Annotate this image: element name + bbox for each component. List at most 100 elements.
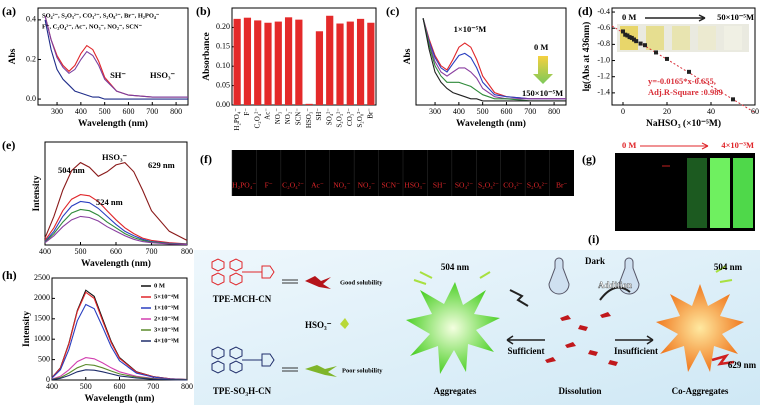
y-axis-label: lg(Abs at 436nm) — [581, 22, 592, 92]
annotation: SO₄²⁻, S₂O₃²⁻, CO₃²⁻, S₂O₈²⁻, Br⁻, H₂PO₄… — [42, 12, 160, 19]
bar — [305, 103, 313, 105]
x-tick-label: 800 — [181, 247, 193, 256]
y-axis-label: Absorbance — [202, 32, 212, 81]
annotation: HSO₃⁻ — [150, 70, 175, 80]
product-icon — [305, 365, 337, 377]
x-tick-label: 600 — [122, 107, 134, 116]
right-emission: 504 nm — [714, 262, 743, 272]
x-tick-label: 500 — [477, 107, 489, 116]
x-tick-label: 400 — [453, 107, 465, 116]
line — [44, 208, 188, 245]
category-label: Br⁻ — [366, 108, 374, 119]
y-tick-label: 0.00 — [216, 100, 230, 109]
f-cell-label: F⁻ — [265, 181, 273, 190]
plot-frame — [37, 7, 189, 106]
f-cell-label: S₂O₃²⁻ — [478, 181, 499, 190]
y-tick-label: 0.2 — [26, 54, 36, 63]
addition-label: Addition — [598, 280, 632, 290]
point — [687, 69, 691, 74]
sufficient-arrow — [506, 335, 545, 345]
panel-label: (g) — [582, 152, 596, 166]
panel-label: (f) — [200, 152, 212, 166]
legend-label: 5×10⁻⁴M — [154, 293, 179, 300]
probe-icon — [305, 276, 331, 289]
x-tick-label: 800 — [170, 107, 182, 116]
x-tick-label: 300 — [51, 107, 63, 116]
annotation: 524 nm — [96, 197, 123, 207]
right-emission-2: 629 nm — [728, 360, 757, 370]
annotation: SH⁻ — [110, 70, 126, 80]
annotation: y=-0.0165*x-0.655, — [648, 76, 716, 86]
category-label: Ac⁻ — [264, 108, 272, 120]
y-tick-label: 1000 — [34, 334, 50, 343]
y-tick-label: 0.20 — [216, 22, 230, 31]
insufficient-arrow — [615, 335, 654, 345]
annotation: HSO₃⁻ — [102, 152, 127, 162]
g-vial — [733, 158, 753, 228]
category-label: F⁻ — [243, 108, 251, 116]
right-state: Co-Aggregates — [672, 386, 729, 396]
bar — [233, 18, 241, 106]
x-tick-label: 600 — [110, 247, 122, 256]
y-tick-label: -1.2 — [597, 72, 610, 81]
middle-state: Dissolution — [558, 386, 601, 396]
analyte-icon — [340, 318, 349, 329]
bar — [315, 31, 324, 106]
legend-label: 1×10⁻³M — [154, 304, 179, 311]
line — [44, 161, 188, 241]
left-state: Aggregates — [434, 386, 477, 396]
line — [44, 15, 188, 98]
product-structure — [211, 346, 275, 374]
point — [629, 35, 634, 40]
x-tick-label: 800 — [181, 382, 193, 391]
f-cell-label: H₂PO₄⁻ — [232, 181, 256, 190]
annotation: 629 nm — [148, 160, 175, 170]
d-vial — [646, 26, 664, 50]
panel-label: (d) — [578, 4, 593, 18]
point — [654, 50, 658, 55]
x-tick-label: 500 — [99, 107, 111, 116]
f-cell-label: Ac⁻ — [311, 181, 324, 190]
g-end: 4×10⁻³M — [721, 140, 754, 150]
line — [44, 194, 188, 245]
sufficient-label: Sufficient — [508, 346, 545, 356]
category-label: S₂O₃²⁻ — [336, 108, 344, 128]
y-tick-label: -0.4 — [597, 7, 610, 16]
y-tick-label: 0.4 — [26, 15, 36, 24]
line — [44, 215, 188, 245]
point — [665, 56, 669, 61]
probe-structure — [211, 258, 275, 286]
point — [638, 41, 643, 46]
plot-frame — [415, 7, 567, 106]
x-tick-label: 700 — [147, 382, 159, 391]
f-cell-label: CO₃²⁻ — [503, 181, 522, 190]
x-tick-label: 600 — [114, 382, 126, 391]
analyte: HSO₃⁻ — [305, 320, 332, 330]
f-cell-label: SH⁻ — [433, 181, 447, 190]
bar — [254, 20, 262, 105]
x-tick-label: 40 — [707, 107, 715, 116]
f-cell-label: C₂O₄²⁻ — [282, 181, 304, 190]
y-tick-label: -1.4 — [597, 88, 610, 97]
dropper-left — [548, 257, 570, 295]
category-label: SCN⁻ — [294, 108, 302, 126]
x-tick-label: 0 — [621, 107, 625, 116]
point — [731, 97, 735, 102]
g-arrow — [640, 142, 709, 150]
x-tick-label: 400 — [46, 382, 58, 391]
bar — [243, 17, 252, 106]
product-name: TPE-SO₃H-CN — [213, 386, 272, 396]
probe-note: Good solubility — [340, 279, 383, 286]
point — [623, 32, 628, 37]
emission-rays — [715, 265, 733, 283]
annotation: F⁻, C₂O₄²⁻, Ac⁻, NO₃⁻, NO₂⁻, SCN⁻ — [42, 23, 143, 30]
bar — [264, 22, 272, 105]
line — [51, 369, 188, 381]
d-vial — [698, 26, 716, 50]
point — [632, 37, 636, 42]
annotation: 504 nm — [58, 165, 85, 175]
y-tick-label: 1500 — [34, 314, 50, 323]
category-label: SH⁻ — [315, 108, 323, 121]
y-tick-label: -0.6 — [597, 23, 610, 32]
